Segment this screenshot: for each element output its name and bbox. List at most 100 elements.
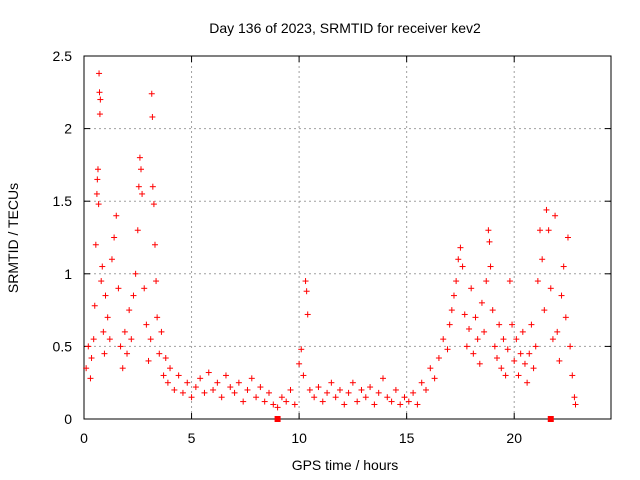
data-point bbox=[100, 328, 107, 335]
data-point bbox=[384, 394, 391, 401]
data-point bbox=[405, 398, 412, 405]
axis-marker bbox=[274, 416, 281, 422]
data-point bbox=[468, 285, 475, 292]
data-point bbox=[543, 206, 550, 213]
data-point bbox=[511, 357, 518, 364]
data-point bbox=[504, 346, 511, 353]
data-point bbox=[134, 227, 141, 234]
data-point bbox=[95, 201, 102, 208]
x-tick-label: 20 bbox=[506, 430, 522, 446]
data-point bbox=[244, 386, 251, 393]
data-point bbox=[552, 212, 559, 219]
data-point bbox=[401, 394, 408, 401]
data-point bbox=[483, 278, 490, 285]
data-point bbox=[476, 360, 483, 367]
data-point bbox=[315, 384, 322, 391]
data-point bbox=[145, 357, 152, 364]
data-point bbox=[87, 375, 94, 382]
axis-markers bbox=[274, 416, 554, 422]
data-point bbox=[485, 227, 492, 234]
x-tick-label: 10 bbox=[291, 430, 307, 446]
data-point bbox=[167, 365, 174, 372]
x-tick-label: 5 bbox=[188, 430, 196, 446]
data-point bbox=[558, 292, 565, 299]
data-point bbox=[218, 394, 225, 401]
data-point bbox=[379, 375, 386, 382]
data-point bbox=[253, 394, 260, 401]
data-point bbox=[472, 314, 479, 321]
data-point bbox=[457, 244, 464, 251]
data-point bbox=[102, 292, 109, 299]
data-point bbox=[554, 328, 561, 335]
data-point bbox=[139, 190, 146, 197]
data-point bbox=[197, 375, 204, 382]
data-point bbox=[530, 365, 537, 372]
data-point bbox=[91, 302, 98, 309]
data-point bbox=[150, 201, 157, 208]
data-point bbox=[149, 183, 156, 190]
data-point bbox=[96, 70, 103, 77]
data-point bbox=[96, 111, 103, 118]
data-point bbox=[119, 365, 126, 372]
data-point bbox=[446, 321, 453, 328]
data-point bbox=[519, 328, 526, 335]
data-point bbox=[498, 365, 505, 372]
data-point bbox=[85, 343, 92, 350]
data-point bbox=[556, 357, 563, 364]
data-point bbox=[158, 328, 165, 335]
data-point bbox=[148, 90, 155, 97]
data-point bbox=[96, 89, 103, 96]
data-point bbox=[99, 263, 106, 270]
data-point bbox=[149, 113, 156, 120]
data-point bbox=[138, 166, 145, 173]
data-point bbox=[83, 365, 90, 372]
chart-title: Day 136 of 2023, SRMTID for receiver kev… bbox=[209, 20, 481, 36]
data-point bbox=[162, 355, 169, 362]
y-tick-label: 2 bbox=[64, 121, 72, 137]
data-point bbox=[539, 256, 546, 263]
data-point bbox=[341, 401, 348, 408]
data-point bbox=[88, 355, 95, 362]
data-point bbox=[136, 154, 143, 161]
data-point bbox=[126, 307, 133, 314]
data-point bbox=[147, 336, 154, 343]
data-point bbox=[227, 384, 234, 391]
data-point bbox=[461, 311, 468, 318]
y-tick-label: 1 bbox=[64, 266, 72, 282]
data-point bbox=[108, 256, 115, 263]
data-point bbox=[141, 285, 148, 292]
data-point bbox=[515, 372, 522, 379]
data-point bbox=[156, 350, 163, 357]
data-point bbox=[304, 311, 311, 318]
data-point bbox=[500, 336, 507, 343]
data-point bbox=[410, 389, 417, 396]
data-point bbox=[300, 372, 307, 379]
data-point bbox=[92, 241, 99, 248]
data-point bbox=[392, 386, 399, 393]
data-point bbox=[231, 389, 238, 396]
data-point bbox=[332, 394, 339, 401]
data-point bbox=[549, 336, 556, 343]
data-point bbox=[349, 379, 356, 386]
data-point bbox=[367, 384, 374, 391]
data-point bbox=[493, 355, 500, 362]
data-point bbox=[569, 372, 576, 379]
data-point bbox=[491, 343, 498, 350]
data-point bbox=[463, 343, 470, 350]
grid bbox=[84, 56, 611, 419]
data-point bbox=[328, 379, 335, 386]
data-point bbox=[414, 401, 421, 408]
y-tick-label: 0.5 bbox=[53, 338, 73, 354]
data-point bbox=[257, 384, 264, 391]
data-point bbox=[97, 96, 104, 103]
data-point bbox=[423, 386, 430, 393]
data-point bbox=[358, 386, 365, 393]
data-point bbox=[354, 398, 361, 405]
data-point bbox=[562, 314, 569, 321]
data-point bbox=[481, 328, 488, 335]
data-point bbox=[94, 166, 101, 173]
data-point bbox=[450, 292, 457, 299]
data-point bbox=[175, 372, 182, 379]
data-point bbox=[528, 321, 535, 328]
